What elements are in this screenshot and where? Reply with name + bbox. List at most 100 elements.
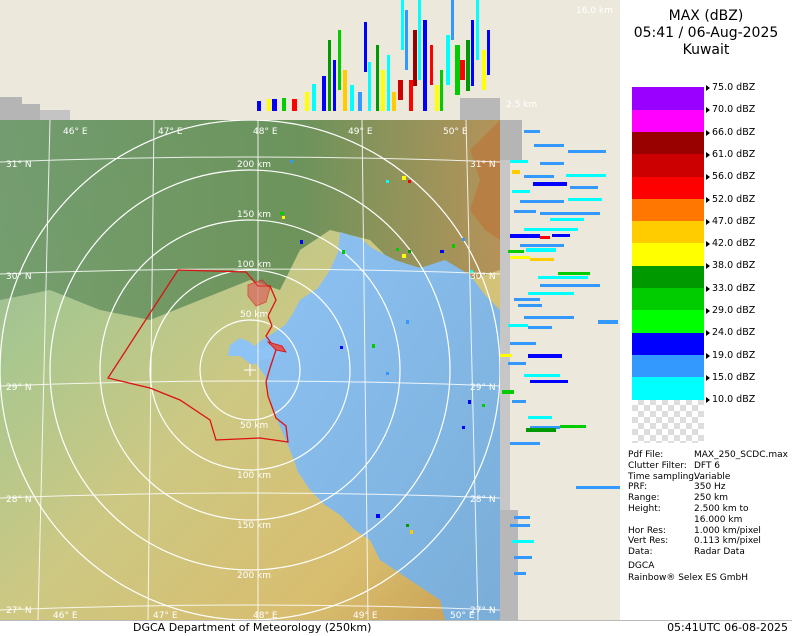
radar-ppi-map[interactable]: 46° E 47° E 48° E 49° E 50° E 46° E 47° … bbox=[0, 120, 500, 620]
lon-label: 48° E bbox=[253, 127, 278, 137]
legend-label: 56.0 dBZ bbox=[706, 171, 755, 182]
echo-specks bbox=[280, 160, 485, 534]
legend-label-text: 42.0 dBZ bbox=[712, 238, 756, 250]
lon-label: 48° E bbox=[253, 611, 278, 620]
lat-label: 29° N bbox=[470, 383, 496, 393]
echo-rows bbox=[500, 130, 620, 575]
range-label: 150 km bbox=[237, 210, 271, 220]
lon-labels-top: 46° E 47° E 48° E 49° E 50° E bbox=[63, 127, 468, 137]
meta-key: Height: bbox=[628, 504, 661, 514]
legend-swatch bbox=[632, 221, 704, 245]
terrain-profile bbox=[500, 120, 522, 160]
highlands-terrain bbox=[470, 120, 500, 240]
legend-swatch bbox=[632, 354, 704, 378]
legend-swatch bbox=[632, 109, 704, 133]
legend-swatch bbox=[632, 87, 704, 111]
lat-label: 28° N bbox=[470, 495, 496, 505]
meta-key: Data: bbox=[628, 547, 653, 558]
lon-label: 47° E bbox=[153, 611, 178, 620]
legend-label-text: 15.0 dBZ bbox=[712, 371, 756, 383]
legend-label-text: 29.0 dBZ bbox=[712, 305, 756, 316]
legend-label: 15.0 dBZ bbox=[706, 372, 755, 383]
legend-label: 33.0 dBZ bbox=[706, 283, 755, 294]
meta-value: 350 Hz bbox=[694, 482, 726, 493]
range-ring bbox=[199, 319, 301, 421]
legend-label: 75.0 dBZ bbox=[706, 82, 755, 93]
lat-label: 27° N bbox=[6, 606, 32, 616]
legend-swatch bbox=[632, 288, 704, 311]
vendor-credit: Rainbow® Selex ES GmbH bbox=[628, 573, 749, 583]
footer-timestamp: 05:41UTC 06-08-2025 bbox=[667, 621, 788, 634]
legend-swatch bbox=[632, 65, 704, 88]
meta-key: Time sampling: bbox=[628, 471, 698, 482]
lat-label: 30° N bbox=[6, 272, 32, 282]
terrain-profile bbox=[500, 160, 510, 580]
legend-swatch bbox=[632, 198, 704, 222]
lon-label: 49° E bbox=[348, 127, 373, 137]
lat-label: 27° N bbox=[470, 606, 496, 616]
meta-value: 1.000 km/pixel bbox=[694, 525, 761, 536]
terrain-profile bbox=[0, 97, 22, 120]
range-ring bbox=[99, 219, 401, 521]
legend-label-text: 70.0 dBZ bbox=[712, 104, 756, 116]
legend-swatch bbox=[632, 332, 704, 356]
latlon-grid bbox=[0, 120, 500, 620]
legend-swatch bbox=[632, 377, 704, 401]
legend-label-text: 24.0 dBZ bbox=[712, 327, 756, 339]
legend-label: 38.0 dBZ bbox=[706, 260, 755, 271]
meta-value: MAX_250_SCDC.max bbox=[694, 450, 788, 460]
legend-swatch bbox=[632, 131, 704, 155]
range-label: 100 km bbox=[237, 260, 271, 270]
map-base-layer: 46° E 47° E 48° E 49° E 50° E 46° E 47° … bbox=[0, 120, 500, 620]
status-footer bbox=[0, 620, 792, 636]
lon-label: 46° E bbox=[53, 611, 78, 620]
product-datetime: 05:41 / 06-Aug-2025 bbox=[633, 25, 779, 41]
range-label: 200 km bbox=[237, 160, 271, 170]
lon-label: 47° E bbox=[158, 127, 183, 137]
legend-label: 42.0 dBZ bbox=[706, 238, 755, 249]
legend-label-text: 10.0 dBZ bbox=[712, 394, 756, 406]
legend-swatch bbox=[632, 310, 704, 334]
lat-labels-right: 31° N 30° N 29° N 28° N 27° N bbox=[470, 160, 496, 616]
range-label: 50 km bbox=[240, 421, 268, 431]
meta-key: Range: bbox=[628, 493, 660, 504]
failaka-island bbox=[266, 341, 287, 353]
lat-labels-left: 31° N 30° N 29° N 28° N 27° N bbox=[6, 160, 32, 616]
legend-swatch bbox=[632, 154, 704, 178]
lon-label: 50° E bbox=[443, 127, 468, 137]
legend-swatch bbox=[632, 265, 704, 289]
lat-label: 29° N bbox=[6, 383, 32, 393]
meta-value: 16.000 km bbox=[694, 514, 743, 525]
legend-label: 70.0 dBZ bbox=[706, 104, 755, 115]
section-corner-panel: 16.0 km 2.5 km bbox=[500, 0, 620, 120]
legend-label-text: 61.0 dBZ bbox=[712, 148, 756, 160]
no-data-swatch bbox=[632, 399, 704, 443]
lon-label: 46° E bbox=[63, 127, 88, 137]
meta-value: 0.113 km/pixel bbox=[694, 536, 761, 547]
section-bottom-height-label: 2.5 km bbox=[506, 100, 538, 110]
meta-value: Variable bbox=[694, 471, 731, 482]
legend-label: 19.0 dBZ bbox=[706, 350, 755, 361]
legend-label-text: 19.0 dBZ bbox=[712, 349, 756, 361]
legend-label-text: 52.0 dBZ bbox=[712, 193, 756, 205]
range-label: 50 km bbox=[240, 310, 268, 320]
legend-label: 47.0 dBZ bbox=[706, 216, 755, 227]
terrain-profile bbox=[40, 110, 70, 120]
site-name: Kuwait bbox=[682, 42, 730, 58]
meta-value: Radar Data bbox=[694, 547, 745, 558]
legend-label-text: 38.0 dBZ bbox=[712, 260, 756, 272]
echo-columns bbox=[257, 0, 490, 111]
section-top-height-label: 16.0 km bbox=[576, 6, 613, 16]
range-labels: 200 km 150 km 100 km 50 km 50 km 100 km … bbox=[237, 160, 271, 581]
legend-label: 29.0 dBZ bbox=[706, 305, 755, 316]
meta-value: DFT 6 bbox=[694, 460, 721, 471]
range-ring bbox=[49, 169, 451, 571]
lon-labels-bottom: 46° E 47° E 48° E 49° E 50° E bbox=[53, 611, 475, 620]
side-section-echoes bbox=[500, 120, 620, 620]
legend-label-text: 75.0 dBZ bbox=[712, 82, 756, 93]
lon-label: 49° E bbox=[353, 611, 378, 620]
bubiyan-island bbox=[247, 279, 271, 307]
legend-swatch bbox=[632, 243, 704, 267]
range-rings bbox=[0, 120, 500, 620]
meta-value: 2.500 km to bbox=[694, 504, 749, 514]
